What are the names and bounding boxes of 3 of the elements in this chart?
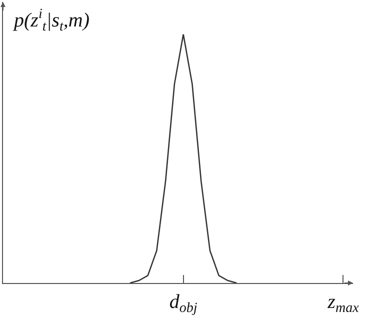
x-tick-label: z$_{max}$ [326,291,360,316]
x-tick-label: d$_{obj}$ [169,291,198,316]
y-axis-title: p(z$^{i}$$_{t}$|s$_{t}$,m) [12,7,90,35]
